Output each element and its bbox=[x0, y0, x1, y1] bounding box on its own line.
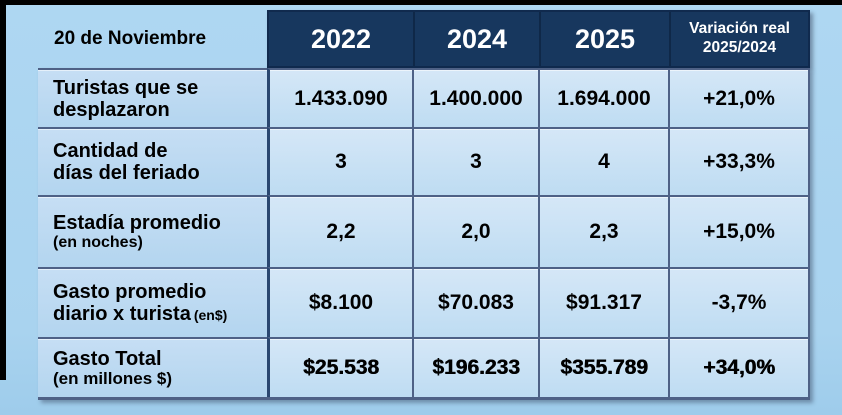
cell-estadia-2025: 2,3 bbox=[538, 195, 668, 267]
cell-dias-2022: 3 bbox=[267, 127, 412, 195]
table-body: Turistas que se desplazaron 1.433.090 1.… bbox=[38, 68, 810, 400]
table-header-row: 2022 2024 2025 Variación real 2025/2024 bbox=[267, 10, 810, 68]
variation-header-line2: 2025/2024 bbox=[702, 39, 777, 56]
row-label-note: (en noches) bbox=[53, 234, 143, 252]
table-title: 20 de Noviembre bbox=[54, 28, 207, 49]
row-label-dias-feriado: Cantidad de días del feriado bbox=[38, 127, 267, 195]
cell-dias-2024: 3 bbox=[412, 127, 538, 195]
cell-gasto-promedio-2025: $91.317 bbox=[538, 267, 668, 337]
column-header-2022: 2022 bbox=[310, 23, 372, 54]
top-black-border bbox=[0, 0, 842, 5]
row-label-line2: diario x turista bbox=[53, 303, 191, 325]
cell-gasto-promedio-variation: -3,7% bbox=[668, 267, 808, 337]
cell-turistas-2025: 1.694.000 bbox=[538, 68, 668, 127]
row-label-line: Gasto promedio bbox=[53, 281, 207, 303]
cell-gasto-total-2025: $355.789 bbox=[538, 337, 668, 397]
row-label-estadia: Estadía promedio (en noches) bbox=[38, 195, 267, 267]
left-black-border bbox=[0, 0, 6, 380]
variation-header-line1: Variación real bbox=[689, 20, 790, 38]
column-header-variation: Variación real 2025/2024 bbox=[669, 12, 808, 66]
row-label-line: Turistas que se bbox=[53, 76, 199, 99]
row-label-line: Estadía promedio bbox=[53, 212, 221, 235]
cell-gasto-total-variation: +34,0% bbox=[668, 337, 808, 397]
row-label-line: desplazaron bbox=[53, 98, 170, 121]
cell-gasto-promedio-2022: $8.100 bbox=[267, 267, 412, 337]
cell-turistas-2024: 1.400.000 bbox=[412, 68, 538, 127]
cell-gasto-total-2022: $25.538 bbox=[267, 337, 412, 397]
row-label-turistas: Turistas que se desplazaron bbox=[38, 68, 267, 127]
cell-gasto-total-2024: $196.233 bbox=[412, 337, 538, 397]
cell-estadia-2022: 2,2 bbox=[267, 195, 412, 267]
column-header-2025: 2025 bbox=[539, 12, 669, 66]
cell-gasto-promedio-2024: $70.083 bbox=[412, 267, 538, 337]
row-label-line: días del feriado bbox=[53, 162, 200, 184]
row-label-line: diario x turista (en$) bbox=[53, 303, 227, 325]
cell-dias-2025: 4 bbox=[538, 127, 668, 195]
row-label-gasto-promedio: Gasto promedio diario x turista (en$) bbox=[38, 267, 267, 337]
row-label-line: Cantidad de bbox=[53, 140, 168, 162]
row-label-note: (en$) bbox=[193, 307, 228, 323]
row-label-line: Gasto Total bbox=[53, 347, 162, 370]
row-label-gasto-total: Gasto Total (en millones $) bbox=[38, 337, 267, 397]
row-label-note: (en millones $) bbox=[53, 368, 173, 388]
cell-estadia-variation: +15,0% bbox=[668, 195, 808, 267]
column-header-2024: 2024 bbox=[413, 12, 539, 66]
cell-turistas-2022: 1.433.090 bbox=[267, 68, 412, 127]
cell-estadia-2024: 2,0 bbox=[412, 195, 538, 267]
cell-dias-variation: +33,3% bbox=[668, 127, 808, 195]
cell-turistas-variation: +21,0% bbox=[668, 68, 808, 127]
